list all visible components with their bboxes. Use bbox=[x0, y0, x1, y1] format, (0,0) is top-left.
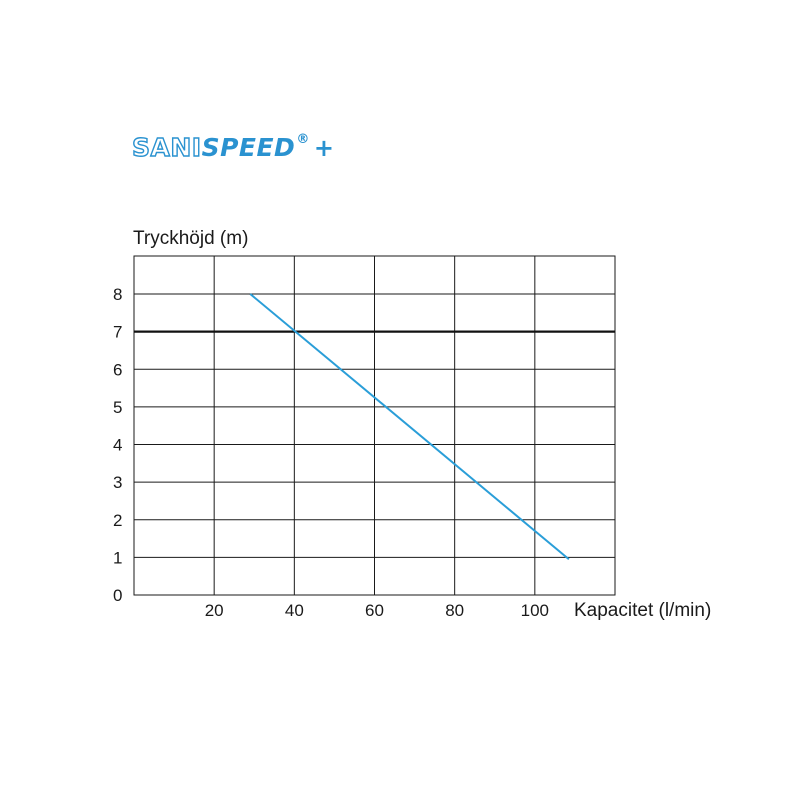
logo-registered-mark: ® bbox=[296, 132, 310, 147]
y-tick-label: 4 bbox=[113, 436, 122, 455]
y-tick-label: 3 bbox=[113, 473, 122, 492]
logo-speed-text: SPEED bbox=[201, 133, 296, 162]
series-line bbox=[249, 293, 570, 561]
x-tick-label: 100 bbox=[521, 601, 549, 620]
y-tick-label: 0 bbox=[113, 586, 122, 605]
x-tick-label: 40 bbox=[285, 601, 304, 620]
y-tick-label: 2 bbox=[113, 511, 122, 530]
x-axis-title: Kapacitet (l/min) bbox=[574, 600, 711, 621]
y-axis-ticks: 0 1 2 3 4 5 6 7 8 bbox=[113, 285, 122, 605]
series-group bbox=[249, 293, 570, 561]
grid bbox=[133, 255, 616, 596]
y-tick-label: 5 bbox=[113, 398, 122, 417]
x-tick-label: 80 bbox=[445, 601, 464, 620]
y-tick-label: 8 bbox=[113, 285, 122, 304]
x-tick-label: 20 bbox=[205, 601, 224, 620]
sanispeed-logo: SANI SPEED ® + bbox=[131, 132, 335, 163]
x-tick-label: 60 bbox=[365, 601, 384, 620]
y-axis-title: Tryckhöjd (m) bbox=[133, 228, 248, 249]
logo-plus-sign: + bbox=[313, 134, 335, 162]
y-tick-label: 7 bbox=[113, 323, 122, 342]
logo-sani-text: SANI bbox=[131, 132, 202, 162]
y-tick-label: 1 bbox=[113, 548, 122, 567]
y-tick-label: 6 bbox=[113, 360, 122, 379]
x-axis-ticks: 20 40 60 80 100 bbox=[205, 601, 549, 620]
